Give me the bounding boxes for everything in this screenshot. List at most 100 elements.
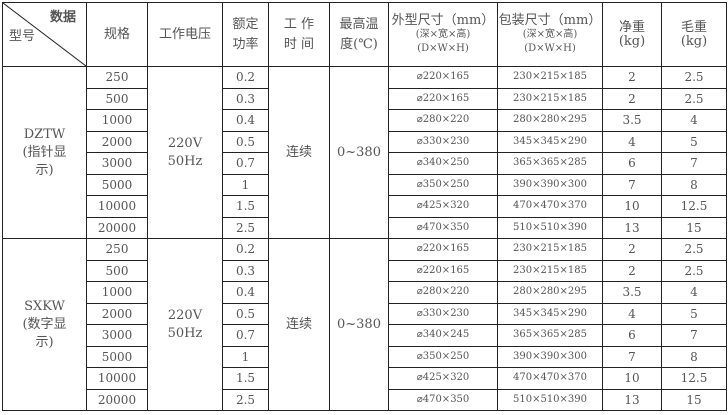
net-weight-cell: 3.5	[602, 109, 662, 132]
pack-size-cell: 510×510×390	[497, 388, 603, 411]
outer-size-cell: ⌀330×230	[388, 302, 498, 325]
spec-cell: 2000	[86, 130, 148, 153]
net-weight-cell: 6	[602, 152, 662, 175]
spec-cell: 5000	[86, 173, 148, 196]
gross-weight-cell: 12.5	[661, 195, 727, 218]
pack-size-cell: 470×470×370	[497, 367, 603, 390]
table-row: 500 0.3 ⌀220×165 230×215×185 2 2.5	[3, 87, 727, 110]
data-label: 数据	[49, 10, 76, 25]
gross-weight-cell: 8	[661, 173, 727, 196]
net-weight-cell: 2	[602, 259, 662, 282]
power-cell: 2.5	[222, 216, 269, 239]
voltage-text: 50Hz	[167, 153, 203, 169]
net-weight-cell: 13	[602, 388, 662, 411]
outer-size-cell: ⌀220×165	[388, 66, 498, 89]
pack-size-cell: 280×280×295	[497, 109, 603, 132]
outer-size-cell: ⌀220×165	[388, 238, 498, 261]
power-cell: 0.4	[222, 281, 269, 304]
table-row: SXKW (数字显 示) 250 220V 50Hz 0.2 连续 0~380 ⌀220×165 2…	[2, 238, 727, 411]
spec-cell: 500	[86, 259, 148, 282]
outer-size-cell: ⌀425×320	[388, 195, 498, 218]
header-row: 数据 型号 规格 工作电压 额定功率 工 作 时 间 最高温度(℃) 外型尺寸（m…	[2, 2, 727, 67]
gross-weight-cell: 5	[661, 130, 727, 153]
outer-sub2: (D×W×H)	[417, 42, 469, 54]
time-header: 工 作 时 间	[268, 2, 330, 67]
table-row: 20000 2.5 ⌀470×350 510×510×390 13 15	[3, 216, 727, 239]
gross-title: 毛重	[680, 19, 707, 35]
power-cell: 1.5	[222, 367, 269, 390]
power-cell: 0.2	[222, 238, 269, 261]
spec-cell: 500	[86, 87, 148, 110]
model-text: DZTW	[23, 126, 66, 142]
model-label: 型号	[9, 29, 36, 44]
spec-cell: 10000	[86, 367, 148, 390]
spec-cell: 3000	[86, 152, 148, 175]
net-weight-cell: 7	[602, 345, 662, 368]
model-text: SXKW	[24, 298, 65, 314]
model-text: 示)	[35, 334, 54, 350]
voltage-text: 220V	[167, 135, 203, 151]
net-weight-header: 净重 (kg)	[602, 2, 662, 67]
spec-cell: 1000	[86, 281, 148, 304]
gross-weight-cell: 15	[661, 216, 727, 239]
power-cell: 1.5	[222, 195, 269, 218]
outer-size-cell: ⌀425×320	[388, 367, 498, 390]
gross-weight-cell: 4	[661, 281, 727, 304]
spec-cell: 2000	[86, 302, 148, 325]
outer-size-cell: ⌀340×245	[388, 324, 498, 347]
outer-size-header: 外型尺寸（mm） (深×宽×高) (D×W×H)	[388, 2, 498, 67]
net-weight-cell: 4	[602, 130, 662, 153]
gross-weight-cell: 15	[661, 388, 727, 411]
pack-size-cell: 365×365×285	[497, 324, 603, 347]
outer-size-cell: ⌀220×165	[388, 87, 498, 110]
gross-weight-cell: 8	[661, 345, 727, 368]
diagonal-header: 数据 型号	[2, 2, 87, 67]
gross-weight-cell: 5	[661, 302, 727, 325]
spec-cell: 250	[86, 238, 148, 261]
power-cell: 1	[222, 173, 269, 196]
net-unit: (kg)	[618, 33, 646, 49]
outer-size-cell: ⌀330×230	[388, 130, 498, 153]
pack-size-cell: 365×365×285	[497, 152, 603, 175]
gross-unit: (kg)	[680, 33, 708, 49]
outer-size-cell: ⌀470×350	[388, 216, 498, 239]
net-title: 净重	[618, 19, 645, 35]
gross-weight-cell: 4	[661, 109, 727, 132]
voltage-cell: 220V 50Hz	[147, 238, 223, 411]
pack-size-cell: 345×345×290	[497, 302, 603, 325]
table-row: 10000 1.5 ⌀425×320 470×470×370 10 12.5	[3, 367, 727, 390]
pack-size-cell: 510×510×390	[497, 216, 603, 239]
power-cell: 0.7	[222, 324, 269, 347]
gross-weight-cell: 2.5	[661, 259, 727, 282]
gross-weight-header: 毛重 (kg)	[661, 2, 727, 67]
outer-title: 外型尺寸（mm）	[391, 12, 495, 28]
voltage-cell: 220V 50Hz	[147, 66, 223, 239]
table-row: DZTW (指针显 示) 250 220V 50Hz 0.2 连续 0~380 ⌀220×165 2…	[2, 66, 727, 239]
gross-weight-cell: 2.5	[661, 238, 727, 261]
pack-size-cell: 390×390×300	[497, 345, 603, 368]
power-header: 额定功率	[222, 2, 269, 67]
spec-cell: 5000	[86, 345, 148, 368]
spec-cell: 10000	[86, 195, 148, 218]
net-weight-cell: 2	[602, 66, 662, 89]
temp-header: 最高温度(℃)	[329, 2, 389, 67]
table-row: 1000 0.4 ⌀280×220 280×280×295 3.5 4	[3, 109, 727, 132]
power-cell: 0.5	[222, 302, 269, 325]
spec-cell: 20000	[86, 216, 148, 239]
temp-cell: 0~380	[329, 66, 389, 239]
power-cell: 0.2	[222, 66, 269, 89]
net-weight-cell: 2	[602, 238, 662, 261]
power-cell: 0.4	[222, 109, 269, 132]
net-weight-cell: 7	[602, 173, 662, 196]
temp-cell: 0~380	[329, 238, 389, 411]
gross-weight-cell: 7	[661, 152, 727, 175]
power-cell: 0.3	[222, 259, 269, 282]
pack-size-cell: 345×345×290	[497, 130, 603, 153]
time-cell: 连续	[268, 66, 330, 239]
net-weight-cell: 10	[602, 367, 662, 390]
table-row: 5000 1 ⌀350×250 390×390×300 7 8	[3, 345, 727, 368]
spec-cell: 1000	[86, 109, 148, 132]
model-text: 示)	[35, 162, 54, 178]
pack-size-cell: 390×390×300	[497, 173, 603, 196]
